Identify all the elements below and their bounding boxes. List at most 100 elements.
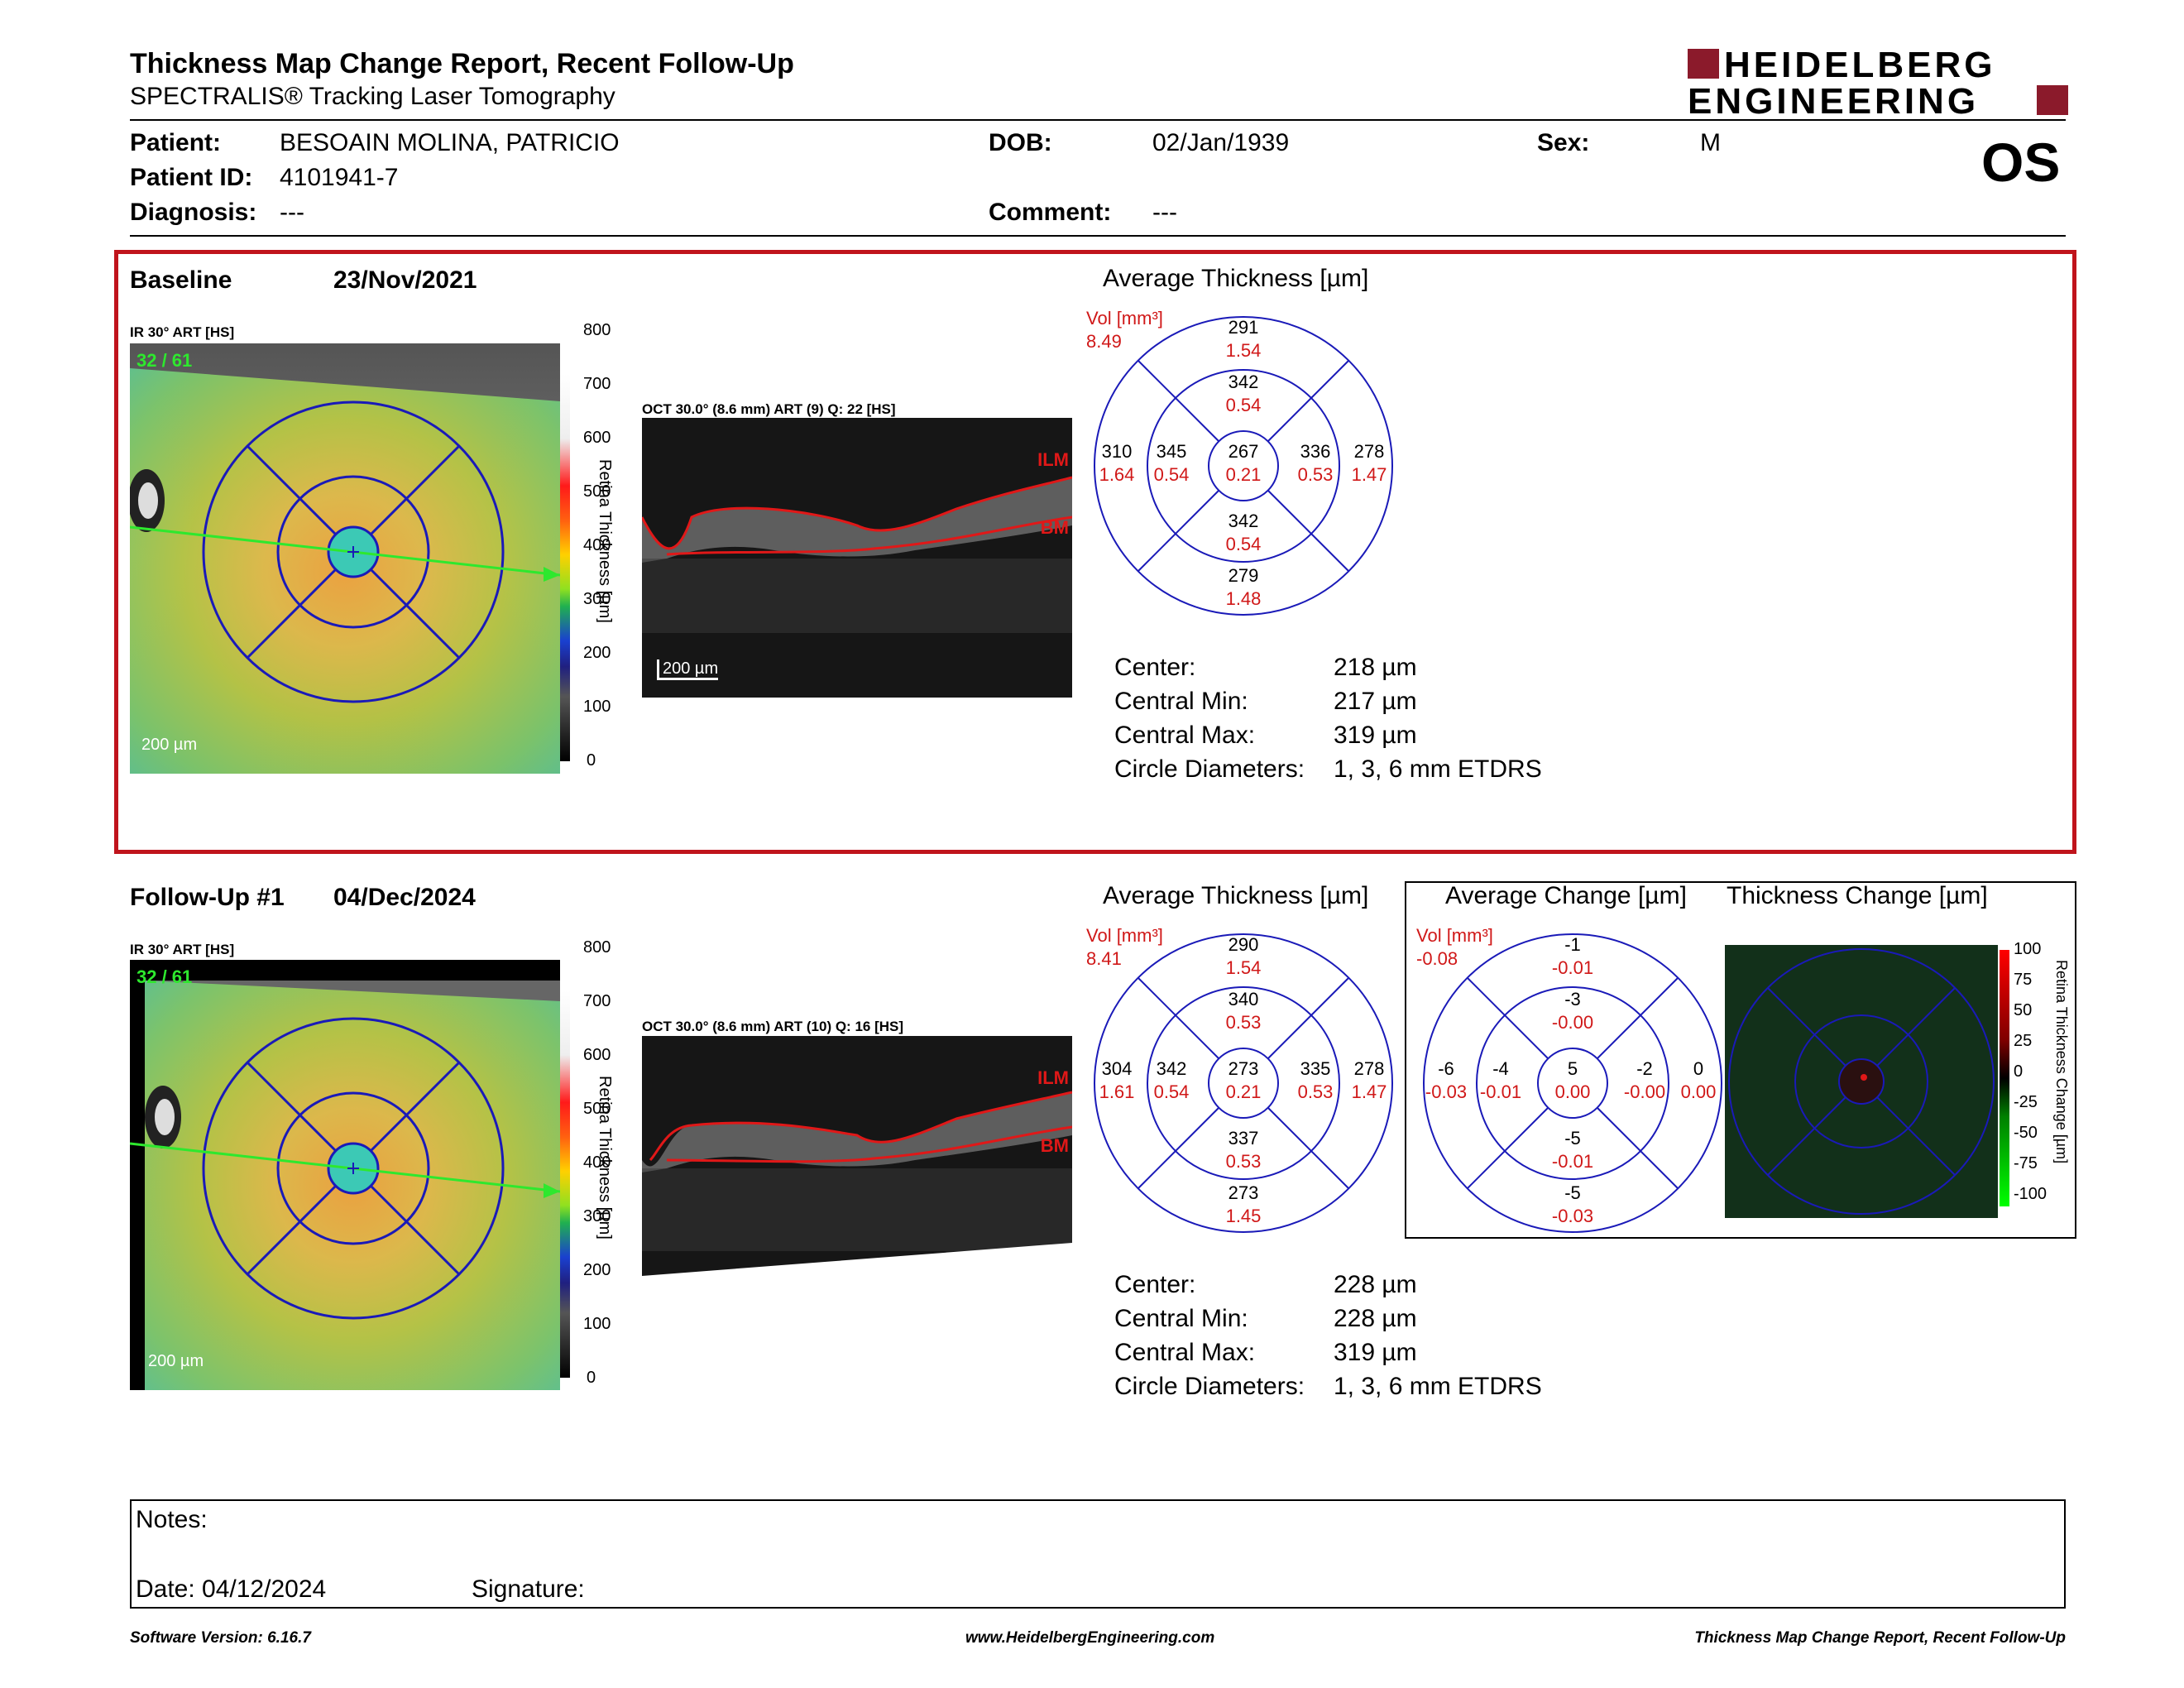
baseline-stats: Center: Central Min: Central Max: Circle… — [1114, 654, 1305, 783]
thickness-change-map — [1725, 945, 1998, 1218]
change-cell-left-inner: -4 -0.01 — [1479, 1058, 1522, 1102]
followup-oct-scale: 200 µm — [657, 1276, 719, 1297]
footer-software: Software Version: 6.16.7 — [130, 1629, 311, 1647]
followup-avg-title: Average Thickness [µm] — [1103, 882, 1369, 909]
baseline-scale-bar: 200 µm — [141, 736, 198, 754]
followup-cell-left-outer: 304 1.61 — [1099, 1058, 1135, 1102]
baseline-stats-values: 218 µm 217 µm 319 µm 1, 3, 6 mm ETDRS — [1334, 654, 1542, 783]
notes-date: Date: 04/12/2024 — [136, 1575, 327, 1603]
change-cell-left-outer: -6 -0.03 — [1425, 1058, 1468, 1102]
diagnosis-value: --- — [280, 199, 304, 226]
patient-id: 4101941-7 — [280, 164, 399, 191]
change-colorbar-axis-label: Retina Thickness Change [µm] — [2053, 960, 2070, 1164]
notes-box — [130, 1499, 2066, 1609]
baseline-cell-center: 267 0.21 — [1225, 441, 1262, 485]
footer-report: Thickness Map Change Report, Recent Foll… — [1694, 1629, 2066, 1647]
followup-label: Follow-Up #1 — [130, 884, 285, 911]
baseline-ir-counter: 32 / 61 — [136, 350, 193, 371]
followup-cell-bottom-outer: 273 1.45 — [1225, 1182, 1262, 1226]
change-cell-top-inner: -3 -0.00 — [1551, 989, 1594, 1033]
followup-vol-value: 8.41 — [1086, 948, 1122, 969]
diagnosis-label: Diagnosis: — [130, 199, 257, 226]
followup-date: 04/Dec/2024 — [333, 884, 476, 911]
dob-value: 02/Jan/1939 — [1152, 129, 1290, 156]
followup-ir-counter: 32 / 61 — [136, 966, 193, 987]
followup-colorbar-ticks: 800 700 600 500 400 300 200 100 0 — [583, 938, 611, 1387]
followup-cell-left-inner: 342 0.54 — [1153, 1058, 1190, 1102]
change-vol-value: -0.08 — [1416, 948, 1458, 969]
change-cell-right-outer: 0 0.00 — [1680, 1058, 1717, 1102]
change-cell-right-inner: -2 -0.00 — [1623, 1058, 1666, 1102]
patient-id-label: Patient ID: — [130, 164, 253, 191]
followup-ilm-label: ILM — [1037, 1067, 1069, 1088]
followup-ir-label: IR 30° ART [HS] — [130, 942, 235, 957]
baseline-cell-top-outer: 291 1.54 — [1225, 317, 1262, 361]
change-cell-center: 5 0.00 — [1554, 1058, 1591, 1102]
baseline-oct-scan: ILM BM 200 µm — [642, 418, 1072, 698]
baseline-colorbar-ticks: 800 700 600 500 400 300 200 100 0 — [583, 321, 611, 770]
followup-bm-label: BM — [1040, 1135, 1069, 1156]
baseline-cell-left-outer: 310 1.64 — [1099, 441, 1135, 485]
thickness-change-title: Thickness Change [µm] — [1727, 882, 1988, 909]
footer-url[interactable]: www.HeidelbergEngineering.com — [965, 1629, 1215, 1647]
baseline-etdrs-grid: 291 1.54 342 0.54 267 0.21 310 1.64 345 0.54 … — [1092, 314, 1395, 617]
followup-scale-bar: 200 µm — [148, 1352, 204, 1370]
baseline-frame — [114, 250, 2076, 854]
baseline-ir-label: IR 30° ART [HS] — [130, 324, 235, 340]
baseline-cell-right-outer: 278 1.47 — [1351, 441, 1387, 485]
change-etdrs-grid: -1 -0.01 -3 -0.00 5 0.00 -6 -0.03 -4 -0.01 -2… — [1421, 932, 1724, 1235]
change-colorbar-ticks: 100 75 50 25 0 -25 -50 -75 -100 — [2014, 940, 2048, 1203]
report-title: Thickness Map Change Report, Recent Foll… — [130, 48, 794, 79]
followup-cell-center: 273 0.21 — [1225, 1058, 1262, 1102]
baseline-bm-label: BM — [1040, 517, 1069, 538]
followup-stats-values: 228 µm 228 µm 319 µm 1, 3, 6 mm ETDRS — [1334, 1271, 1542, 1400]
baseline-colorbar-axis-label: Retina Thickness [µm] — [596, 459, 614, 623]
followup-oct-label: OCT 30.0° (8.6 mm) ART (10) Q: 16 [HS] — [642, 1019, 904, 1034]
baseline-ilm-label: ILM — [1037, 449, 1069, 470]
change-vol-label: Vol [mm³] — [1416, 925, 1493, 946]
comment-value: --- — [1152, 199, 1177, 226]
baseline-label: Baseline — [130, 266, 232, 294]
logo-line1: HEIDELBERG — [1724, 46, 1995, 85]
baseline-cell-top-inner: 342 0.54 — [1225, 372, 1262, 415]
followup-fundus-image: 32 / 61 200 µm — [130, 960, 560, 1390]
baseline-vol-label: Vol [mm³] — [1086, 308, 1163, 328]
baseline-oct-scale: 200 µm — [657, 659, 719, 680]
baseline-avg-title: Average Thickness [µm] — [1103, 265, 1369, 292]
patient-label: Patient: — [130, 129, 222, 156]
change-title: Average Change [µm] — [1445, 882, 1687, 909]
logo-line2: ENGINEERING — [1688, 81, 1979, 117]
dob-label: DOB: — [989, 129, 1052, 156]
baseline-vol-value: 8.49 — [1086, 331, 1122, 352]
followup-cell-top-inner: 340 0.53 — [1225, 989, 1262, 1033]
baseline-oct-label: OCT 30.0° (8.6 mm) ART (9) Q: 22 [HS] — [642, 401, 896, 417]
followup-oct-scan: ILM BM 200 µm — [642, 1036, 1072, 1316]
patient-name: BESOAIN MOLINA, PATRICIO — [280, 129, 620, 156]
change-cell-top-outer: -1 -0.01 — [1551, 934, 1594, 978]
baseline-thickness-colorbar — [560, 331, 570, 761]
sex-label: Sex: — [1537, 129, 1590, 156]
change-colorbar — [2000, 950, 2009, 1206]
baseline-cell-left-inner: 345 0.54 — [1153, 441, 1190, 485]
change-cell-bottom-inner: -5 -0.01 — [1551, 1128, 1594, 1172]
signature-label[interactable]: Signature: — [472, 1575, 585, 1603]
followup-cell-right-outer: 278 1.47 — [1351, 1058, 1387, 1102]
sex-value: M — [1700, 129, 1721, 156]
eye-indicator: OS — [1981, 132, 2061, 193]
heidelberg-logo: HEIDELBERG ENGINEERING — [1688, 45, 2068, 122]
comment-label: Comment: — [989, 199, 1112, 226]
followup-cell-top-outer: 290 1.54 — [1225, 934, 1262, 978]
baseline-date: 23/Nov/2021 — [333, 266, 477, 294]
followup-cell-bottom-inner: 337 0.53 — [1225, 1128, 1262, 1172]
change-cell-bottom-outer: -5 -0.03 — [1551, 1182, 1594, 1226]
baseline-fundus-image: 32 / 61 200 µm — [130, 343, 560, 774]
followup-vol-label: Vol [mm³] — [1086, 925, 1163, 946]
notes-label: Notes: — [136, 1506, 208, 1533]
followup-thickness-colorbar — [560, 947, 570, 1378]
baseline-cell-bottom-outer: 279 1.48 — [1225, 565, 1262, 609]
followup-colorbar-axis-label: Retina Thickness [µm] — [596, 1076, 614, 1240]
baseline-cell-bottom-inner: 342 0.54 — [1225, 511, 1262, 554]
change-box — [1405, 881, 2076, 1239]
baseline-cell-right-inner: 336 0.53 — [1297, 441, 1334, 485]
followup-stats: Center: Central Min: Central Max: Circle… — [1114, 1271, 1305, 1400]
